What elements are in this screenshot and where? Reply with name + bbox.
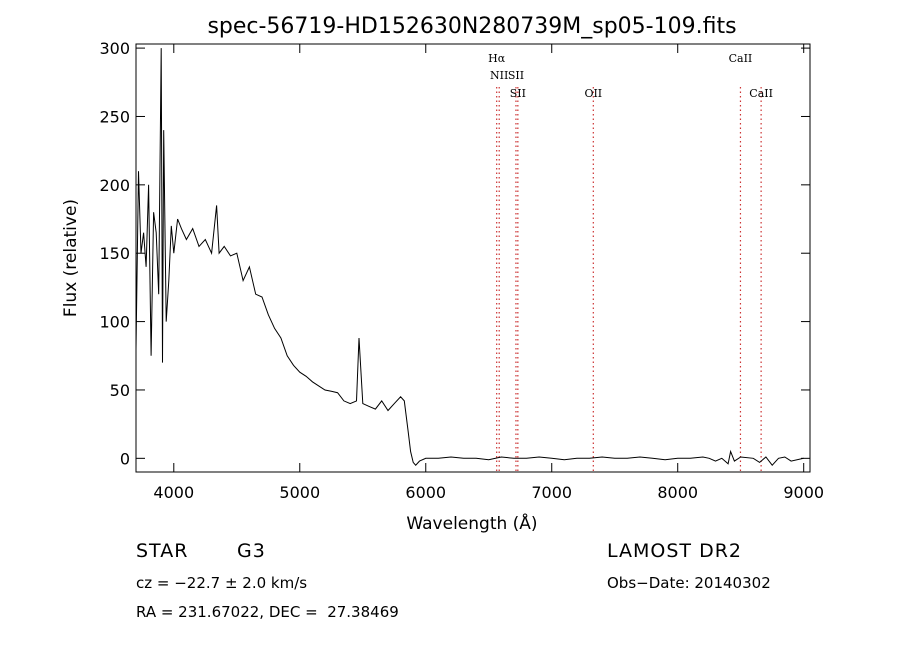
emission-line-markers: Hα NII SII SII OII CaII CaII [488, 52, 773, 472]
redshift-cz: cz = −22.7 ± 2.0 km/s [136, 574, 308, 592]
survey-name: LAMOST DR2 [607, 540, 742, 562]
chart-title: spec-56719-HD152630N280739M_sp05-109.fit… [207, 14, 736, 39]
y-tick-label: 250 [99, 107, 130, 126]
x-tick-label: 4000 [153, 483, 194, 502]
line-marker-label: CaII [729, 52, 753, 65]
x-tick-label: 6000 [405, 483, 446, 502]
y-tick-label: 300 [99, 39, 130, 58]
y-tick-label: 200 [99, 176, 130, 195]
x-tick-label: 7000 [531, 483, 572, 502]
y-axis-label: Flux (relative) [61, 199, 81, 317]
y-tick-label: 100 [99, 313, 130, 332]
y-tick-label: 0 [120, 449, 130, 468]
x-tick-label: 8000 [657, 483, 698, 502]
line-marker-label: Hα [488, 52, 506, 65]
x-tick-label: 9000 [783, 483, 824, 502]
axis-ticks: 4000 5000 6000 7000 8000 9000 0 50 100 150 200 250 3… [99, 39, 824, 502]
object-type: STAR [136, 540, 189, 562]
observation-date: Obs−Date: 20140302 [607, 574, 771, 592]
y-tick-label: 150 [99, 244, 130, 263]
x-tick-label: 5000 [279, 483, 320, 502]
plot-frame [135, 43, 811, 473]
line-marker-label: CaII [749, 87, 773, 100]
line-marker-label: OII [584, 87, 602, 100]
line-marker-label: SII [508, 69, 524, 82]
object-subclass: G3 [237, 540, 266, 562]
y-tick-label: 50 [110, 381, 130, 400]
x-axis-label: Wavelength (Å) [406, 512, 537, 534]
line-marker-label: SII [510, 87, 526, 100]
line-marker-label: NII [490, 69, 508, 82]
coordinates: RA = 231.67022, DEC = 27.38469 [136, 603, 399, 621]
spectrum-line [135, 48, 804, 466]
